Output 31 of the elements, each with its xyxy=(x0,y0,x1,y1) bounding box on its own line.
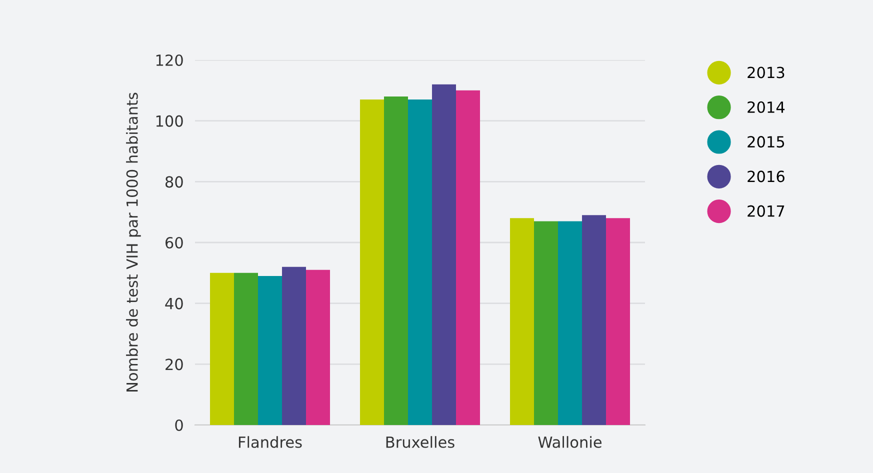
y-tick-label: 80 xyxy=(165,176,183,188)
bar xyxy=(384,96,408,425)
y-tick-label: 100 xyxy=(156,115,183,127)
bar xyxy=(558,221,582,425)
legend-label: 2015 xyxy=(748,136,784,148)
legend-label: 2017 xyxy=(748,205,784,217)
y-tick-label: 60 xyxy=(166,236,183,249)
y-tick-label: 120 xyxy=(156,54,183,66)
bar xyxy=(510,218,534,425)
bar xyxy=(306,270,330,425)
x-tick-label: Bruxelles xyxy=(386,436,454,448)
bar xyxy=(456,90,480,425)
legend-label: 2014 xyxy=(748,101,785,113)
bar xyxy=(210,272,234,425)
bar xyxy=(282,266,306,425)
bar xyxy=(606,218,630,425)
y-tick-label: 0 xyxy=(175,419,183,432)
bar xyxy=(258,276,282,425)
legend-label: 2013 xyxy=(748,66,784,78)
bar xyxy=(534,221,558,425)
bar xyxy=(234,272,258,425)
y-tick-label: 40 xyxy=(165,298,183,310)
y-tick-label: 20 xyxy=(166,358,183,370)
bar xyxy=(582,215,606,425)
x-tick-label: Wallonie xyxy=(538,436,602,448)
x-tick-label: Flandres xyxy=(238,436,302,448)
bar xyxy=(360,100,384,425)
bar xyxy=(432,84,456,425)
legend-label: 2016 xyxy=(748,170,784,182)
y-axis-title: Nombre de test VIH par 1000 habitants xyxy=(126,92,141,392)
bar xyxy=(408,100,432,425)
